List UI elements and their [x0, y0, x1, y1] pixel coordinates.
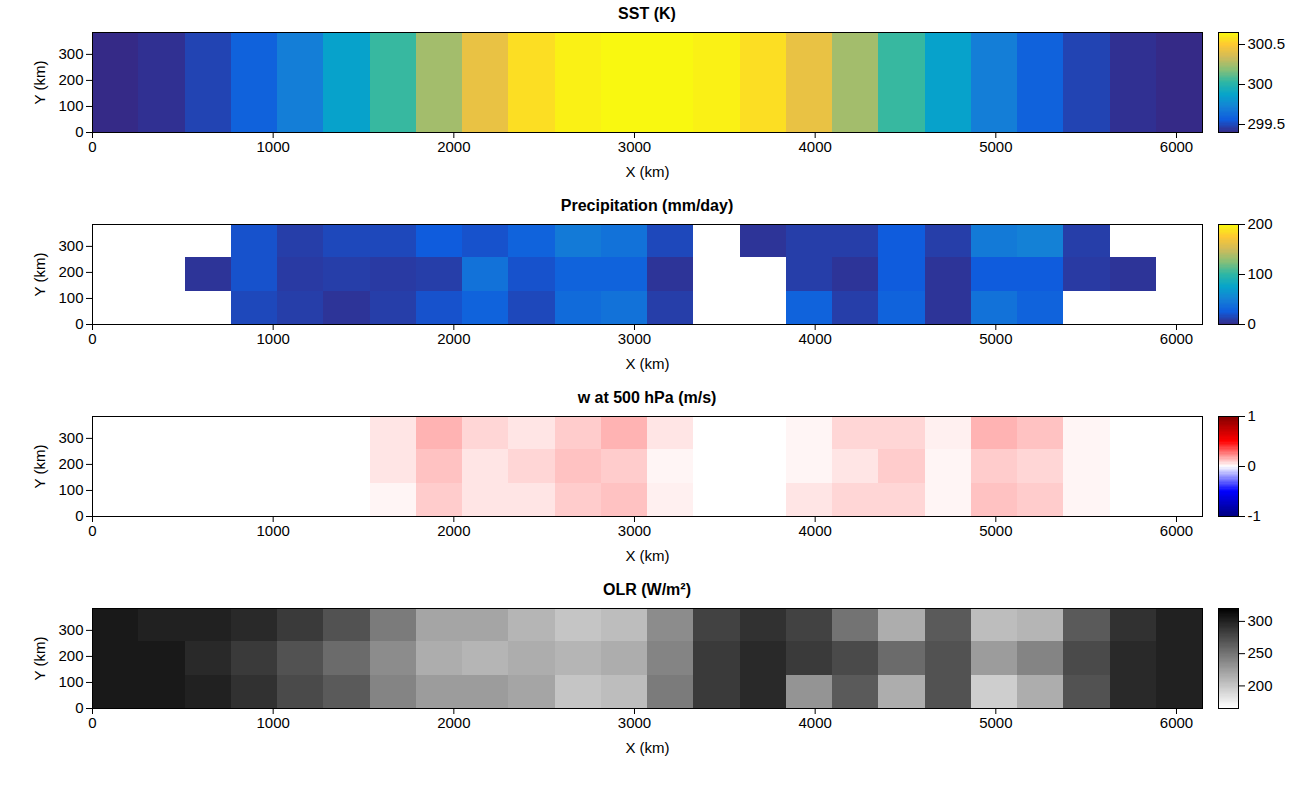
svg-text:-1: -1: [1248, 507, 1261, 524]
svg-text:250: 250: [1248, 644, 1273, 661]
svg-text:300: 300: [58, 621, 83, 638]
svg-text:100: 100: [58, 673, 83, 690]
svg-text:X (km): X (km): [625, 163, 669, 180]
svg-text:Y (km): Y (km): [31, 445, 48, 489]
svg-text:100: 100: [58, 289, 83, 306]
svg-text:300: 300: [58, 237, 83, 254]
svg-text:4000: 4000: [798, 714, 831, 731]
svg-text:2000: 2000: [437, 714, 470, 731]
svg-text:200: 200: [58, 455, 83, 472]
svg-text:6000: 6000: [1160, 330, 1193, 347]
svg-text:5000: 5000: [979, 138, 1012, 155]
svg-text:0: 0: [88, 714, 96, 731]
html-text:SST (K): SST (K): [618, 5, 676, 22]
svg-text:2000: 2000: [437, 522, 470, 539]
svg-text:299.5: 299.5: [1248, 115, 1286, 132]
svg-text:2000: 2000: [437, 330, 470, 347]
svg-text:1000: 1000: [256, 714, 289, 731]
svg-text:3000: 3000: [618, 138, 651, 155]
svg-text:0: 0: [1248, 457, 1256, 474]
svg-text:0: 0: [75, 123, 83, 140]
svg-text:300: 300: [58, 45, 83, 62]
svg-text:100: 100: [58, 97, 83, 114]
svg-text:5000: 5000: [979, 522, 1012, 539]
svg-text:5000: 5000: [979, 330, 1012, 347]
svg-text:300.5: 300.5: [1248, 35, 1286, 52]
svg-text:6000: 6000: [1160, 714, 1193, 731]
svg-text:2000: 2000: [437, 138, 470, 155]
svg-text:100: 100: [58, 481, 83, 498]
svg-text:6000: 6000: [1160, 138, 1193, 155]
svg-text:200: 200: [1248, 216, 1273, 232]
svg-text:0: 0: [75, 315, 83, 332]
svg-text:200: 200: [58, 647, 83, 664]
svg-text:200: 200: [1248, 677, 1273, 694]
svg-text:X (km): X (km): [625, 739, 669, 756]
html-text:w at 500 hPa (m/s): w at 500 hPa (m/s): [577, 389, 717, 406]
svg-text:300: 300: [1248, 612, 1273, 629]
svg-text:4000: 4000: [798, 138, 831, 155]
svg-text:3000: 3000: [618, 522, 651, 539]
svg-text:0: 0: [75, 507, 83, 524]
svg-text:X (km): X (km): [625, 355, 669, 372]
svg-text:200: 200: [58, 263, 83, 280]
svg-text:Y (km): Y (km): [31, 253, 48, 297]
svg-text:0: 0: [88, 330, 96, 347]
svg-text:200: 200: [58, 71, 83, 88]
svg-text:4000: 4000: [798, 330, 831, 347]
svg-text:6000: 6000: [1160, 522, 1193, 539]
svg-text:Y (km): Y (km): [31, 637, 48, 681]
svg-text:0: 0: [88, 138, 96, 155]
svg-text:1000: 1000: [256, 330, 289, 347]
svg-text:3000: 3000: [618, 330, 651, 347]
svg-text:5000: 5000: [979, 714, 1012, 731]
svg-text:X (km): X (km): [625, 547, 669, 564]
html-text:OLR (W/m²): OLR (W/m²): [603, 581, 691, 598]
svg-text:0: 0: [88, 522, 96, 539]
svg-text:3000: 3000: [618, 714, 651, 731]
svg-text:0: 0: [1248, 315, 1256, 332]
svg-text:Y (km): Y (km): [31, 61, 48, 105]
svg-text:4000: 4000: [798, 522, 831, 539]
svg-text:300: 300: [58, 429, 83, 446]
html-text:Precipitation (mm/day): Precipitation (mm/day): [560, 197, 734, 214]
svg-text:0: 0: [75, 699, 83, 716]
svg-text:1000: 1000: [256, 522, 289, 539]
svg-text:100: 100: [1248, 265, 1273, 282]
svg-text:300: 300: [1248, 75, 1273, 92]
svg-text:1: 1: [1248, 408, 1256, 424]
svg-text:1000: 1000: [256, 138, 289, 155]
